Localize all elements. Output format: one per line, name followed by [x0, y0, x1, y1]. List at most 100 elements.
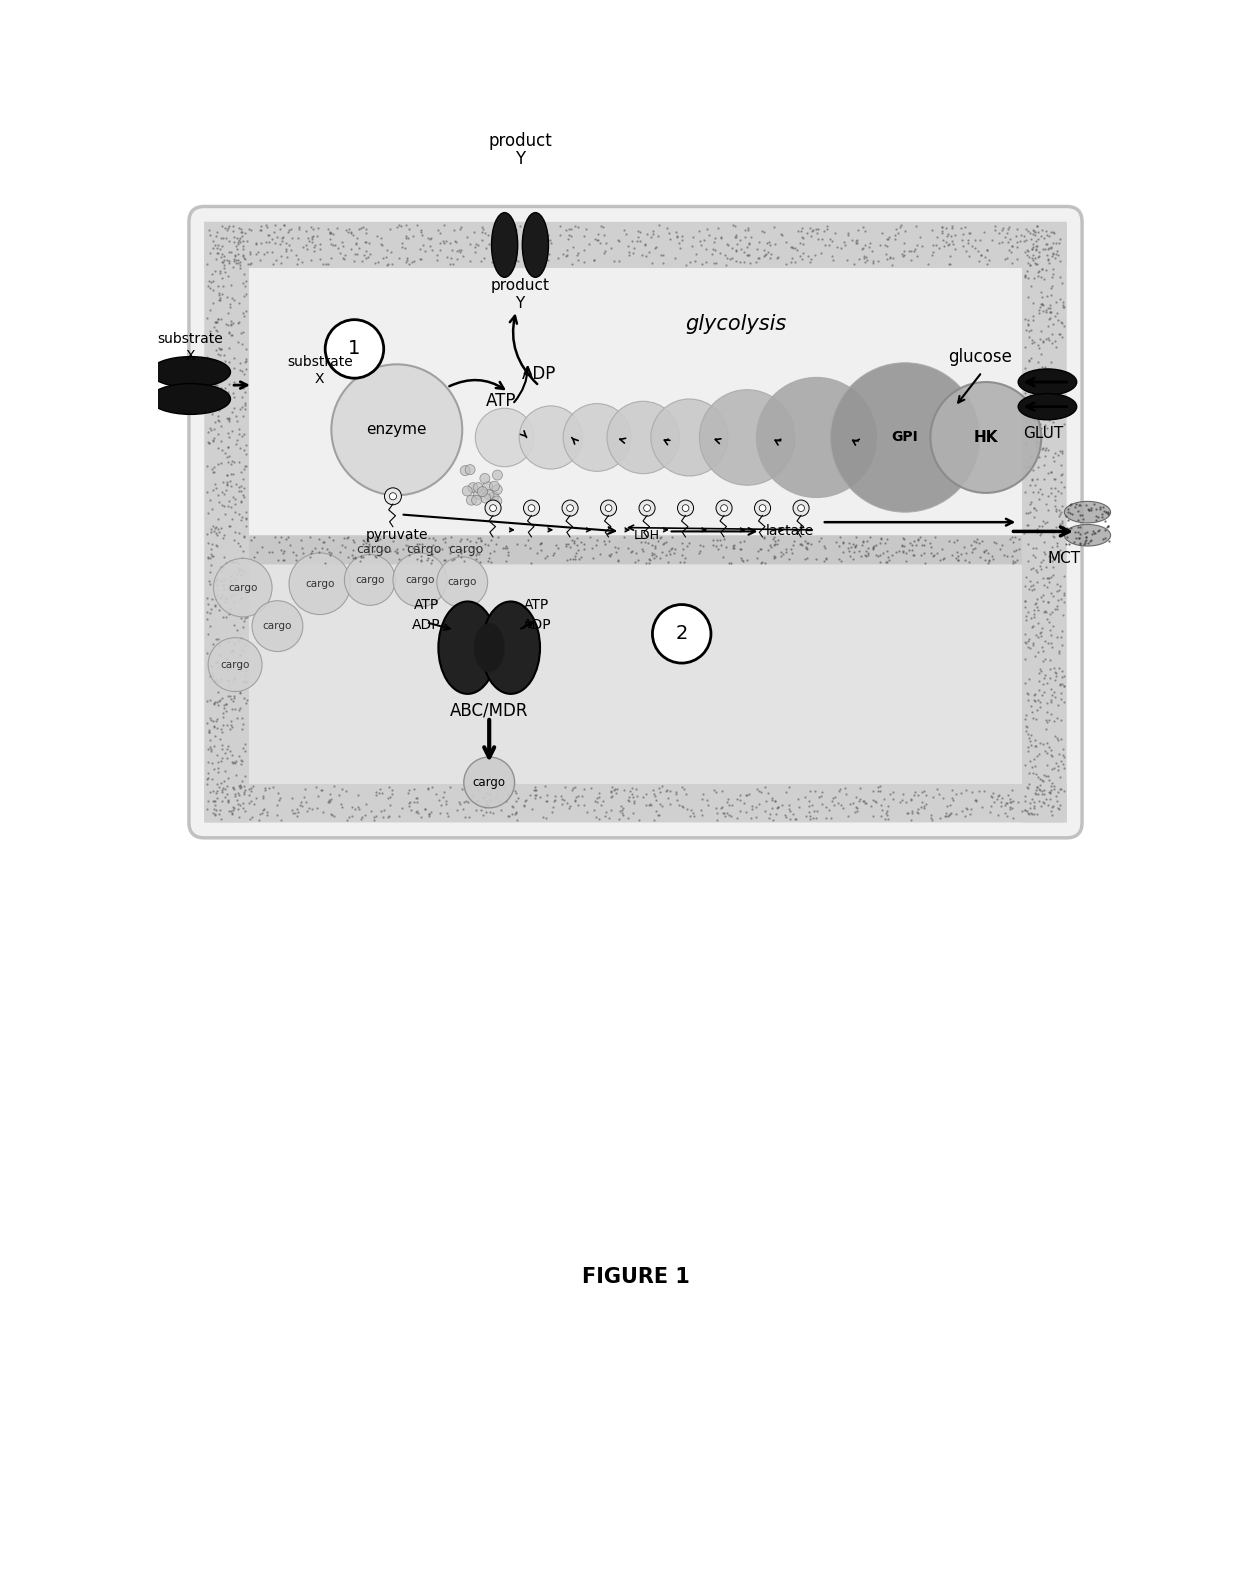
Ellipse shape: [150, 357, 231, 387]
Circle shape: [384, 488, 402, 505]
Ellipse shape: [481, 601, 541, 694]
Text: X: X: [186, 349, 195, 363]
Text: MCT: MCT: [1048, 551, 1081, 566]
FancyBboxPatch shape: [1022, 222, 1066, 823]
FancyBboxPatch shape: [205, 222, 1066, 267]
FancyBboxPatch shape: [249, 535, 1022, 565]
Ellipse shape: [1064, 524, 1111, 546]
Circle shape: [289, 554, 351, 615]
FancyBboxPatch shape: [205, 783, 1066, 823]
Circle shape: [389, 492, 397, 500]
Circle shape: [682, 505, 689, 511]
Text: enzyme: enzyme: [367, 422, 427, 437]
Text: cargo: cargo: [305, 579, 335, 588]
Circle shape: [484, 489, 494, 500]
Text: 1: 1: [348, 340, 361, 359]
Circle shape: [490, 505, 496, 511]
Circle shape: [463, 486, 472, 495]
Text: product: product: [491, 277, 549, 293]
Circle shape: [492, 495, 502, 507]
Text: FIGURE 1: FIGURE 1: [582, 1266, 689, 1287]
Circle shape: [481, 492, 491, 503]
Circle shape: [345, 555, 396, 606]
Text: glycolysis: glycolysis: [684, 313, 786, 333]
Text: cargo: cargo: [263, 621, 293, 631]
Text: ATP: ATP: [525, 598, 549, 612]
Circle shape: [475, 409, 534, 467]
Text: X: X: [315, 371, 325, 385]
Text: ABC/MDR: ABC/MDR: [450, 702, 528, 720]
Text: LDH: LDH: [634, 529, 660, 541]
Text: cargo: cargo: [448, 577, 477, 587]
Text: GLUT: GLUT: [1023, 426, 1064, 440]
Circle shape: [492, 470, 502, 480]
Circle shape: [567, 505, 573, 511]
Circle shape: [436, 557, 487, 607]
Text: cargo: cargo: [221, 659, 249, 670]
Text: Y: Y: [516, 296, 525, 311]
Ellipse shape: [522, 212, 548, 277]
Text: ATP: ATP: [486, 392, 516, 411]
Circle shape: [699, 390, 795, 484]
Circle shape: [325, 319, 383, 378]
Circle shape: [644, 505, 651, 511]
Ellipse shape: [1064, 502, 1111, 522]
Circle shape: [677, 500, 693, 516]
Text: GPI: GPI: [892, 431, 919, 445]
Circle shape: [465, 464, 475, 475]
Text: pyruvate: pyruvate: [366, 529, 428, 543]
Circle shape: [600, 500, 616, 516]
Circle shape: [754, 500, 770, 516]
Text: substrate: substrate: [157, 332, 223, 346]
Circle shape: [562, 500, 578, 516]
Text: HK: HK: [973, 429, 998, 445]
Circle shape: [213, 558, 272, 617]
Ellipse shape: [150, 384, 231, 414]
Circle shape: [467, 483, 477, 492]
Ellipse shape: [439, 601, 497, 694]
Circle shape: [520, 406, 583, 469]
Text: ADP: ADP: [522, 618, 552, 632]
Circle shape: [489, 492, 498, 502]
Circle shape: [651, 400, 728, 477]
Text: glucose: glucose: [947, 348, 1012, 365]
Circle shape: [605, 505, 611, 511]
Text: cargo: cargo: [405, 574, 434, 585]
Circle shape: [492, 484, 502, 494]
Circle shape: [477, 486, 487, 497]
Text: lactate: lactate: [765, 524, 813, 538]
Circle shape: [480, 473, 490, 483]
Text: cargo: cargo: [472, 775, 506, 790]
Circle shape: [831, 363, 980, 513]
Circle shape: [482, 481, 492, 491]
Text: cargo: cargo: [228, 582, 258, 593]
Circle shape: [490, 481, 500, 491]
Circle shape: [474, 483, 484, 492]
Ellipse shape: [491, 212, 517, 277]
Ellipse shape: [474, 623, 505, 672]
FancyBboxPatch shape: [249, 267, 1022, 535]
Circle shape: [485, 500, 501, 516]
Ellipse shape: [1018, 393, 1076, 420]
Text: ADP: ADP: [412, 618, 440, 632]
Circle shape: [756, 378, 877, 497]
Circle shape: [208, 637, 262, 692]
Circle shape: [759, 505, 766, 511]
FancyBboxPatch shape: [205, 222, 249, 823]
Text: ADP: ADP: [522, 365, 557, 384]
Text: substrate: substrate: [286, 355, 352, 370]
Circle shape: [794, 500, 808, 516]
Circle shape: [252, 601, 303, 651]
Circle shape: [720, 505, 728, 511]
Text: 2: 2: [676, 624, 688, 643]
Circle shape: [460, 466, 470, 475]
Ellipse shape: [1018, 370, 1076, 395]
FancyBboxPatch shape: [249, 565, 1022, 783]
Circle shape: [563, 404, 631, 472]
Circle shape: [466, 495, 476, 505]
Circle shape: [471, 495, 481, 505]
Circle shape: [528, 505, 534, 511]
Circle shape: [715, 500, 732, 516]
Circle shape: [639, 500, 655, 516]
Text: ATP: ATP: [413, 598, 439, 612]
